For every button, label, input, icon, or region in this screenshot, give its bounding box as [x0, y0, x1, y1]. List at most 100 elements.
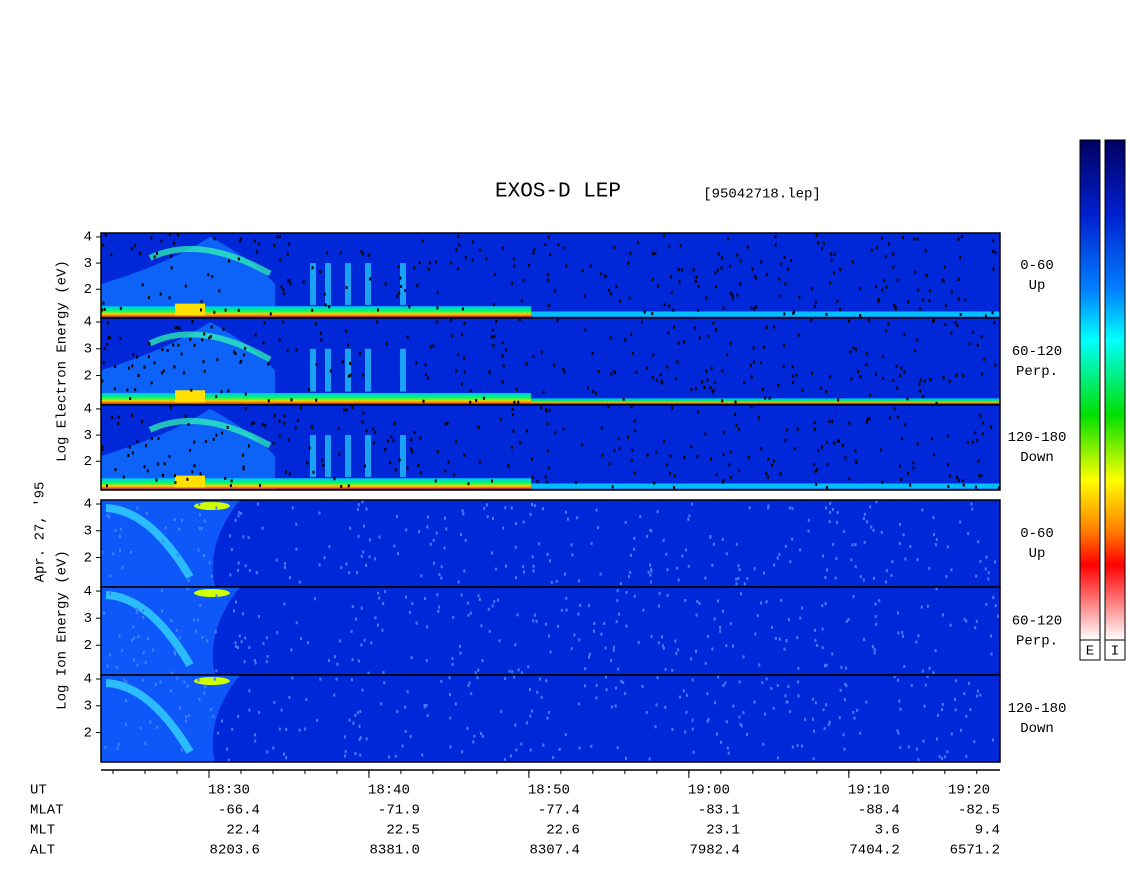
texture — [624, 521, 627, 525]
texture — [954, 321, 957, 325]
texture — [570, 647, 573, 651]
texture — [234, 518, 237, 522]
texture — [856, 708, 859, 712]
texture — [426, 625, 429, 629]
texture — [316, 718, 319, 722]
texture — [878, 297, 881, 301]
texture — [780, 262, 783, 266]
texture — [764, 396, 767, 400]
pitch-label: 120-180 — [1008, 430, 1067, 446]
texture — [396, 709, 399, 713]
texture — [765, 472, 768, 476]
texture — [533, 613, 536, 617]
texture — [823, 727, 826, 731]
texture — [520, 299, 523, 303]
texture — [633, 419, 636, 423]
texture — [588, 652, 591, 656]
texture — [360, 643, 363, 647]
texture — [531, 311, 1000, 317]
texture — [385, 342, 388, 346]
panel-frame — [100, 674, 1001, 763]
panel — [100, 674, 1001, 763]
texture — [185, 715, 188, 719]
texture — [974, 431, 977, 435]
texture — [282, 288, 285, 292]
texture — [436, 320, 439, 324]
texture — [811, 717, 814, 721]
texture — [434, 479, 437, 483]
texture — [707, 717, 710, 721]
texture — [468, 681, 471, 685]
texture — [631, 448, 634, 452]
texture — [722, 480, 725, 484]
texture — [655, 378, 658, 382]
texture — [713, 617, 716, 621]
texture — [882, 355, 885, 359]
texture — [903, 370, 906, 374]
panel-frame — [100, 404, 1001, 491]
texture — [584, 667, 587, 671]
texture — [283, 414, 286, 418]
texture — [186, 684, 189, 688]
texture — [174, 652, 177, 656]
texture — [743, 381, 746, 385]
texture — [203, 519, 206, 523]
texture — [513, 400, 516, 404]
texture — [478, 460, 481, 464]
texture — [778, 294, 781, 298]
electron-axis-label: Log Electron Energy (eV) — [55, 260, 71, 462]
texture — [924, 249, 927, 253]
texture — [191, 470, 194, 474]
texture — [965, 714, 968, 718]
texture — [180, 352, 183, 356]
texture — [175, 303, 205, 316]
texture — [756, 614, 759, 618]
texture — [136, 355, 139, 359]
texture — [229, 484, 232, 488]
texture — [180, 748, 183, 752]
texture — [614, 704, 617, 708]
texture — [581, 269, 584, 273]
texture — [147, 637, 150, 641]
texture — [531, 398, 1000, 404]
texture — [461, 382, 464, 386]
texture — [765, 677, 768, 681]
texture — [425, 658, 428, 662]
texture — [613, 246, 616, 250]
texture — [944, 304, 947, 308]
texture — [426, 714, 429, 718]
texture — [376, 320, 379, 324]
texture — [664, 705, 667, 709]
texture — [451, 656, 454, 660]
texture — [704, 576, 707, 580]
texture — [671, 727, 674, 731]
texture — [785, 639, 788, 643]
texture — [283, 562, 286, 566]
texture — [106, 321, 109, 325]
texture — [141, 283, 144, 287]
texture — [910, 684, 913, 688]
texture — [841, 443, 844, 447]
texture — [422, 399, 425, 403]
texture — [695, 613, 698, 617]
colorbar-label-box — [1079, 639, 1101, 661]
texture — [477, 668, 480, 672]
texture — [419, 436, 422, 440]
texture — [950, 568, 953, 572]
texture — [404, 705, 407, 709]
texture — [287, 279, 290, 283]
texture — [492, 303, 495, 307]
texture — [735, 542, 738, 546]
texture — [874, 615, 877, 619]
texture — [546, 273, 549, 277]
texture — [961, 235, 964, 239]
texture — [235, 600, 238, 604]
texture — [233, 609, 236, 613]
texture — [106, 514, 109, 518]
texture — [459, 533, 462, 537]
texture — [382, 602, 385, 606]
texture — [178, 527, 181, 531]
texture — [180, 519, 183, 523]
texture — [311, 308, 314, 312]
texture — [501, 380, 504, 384]
